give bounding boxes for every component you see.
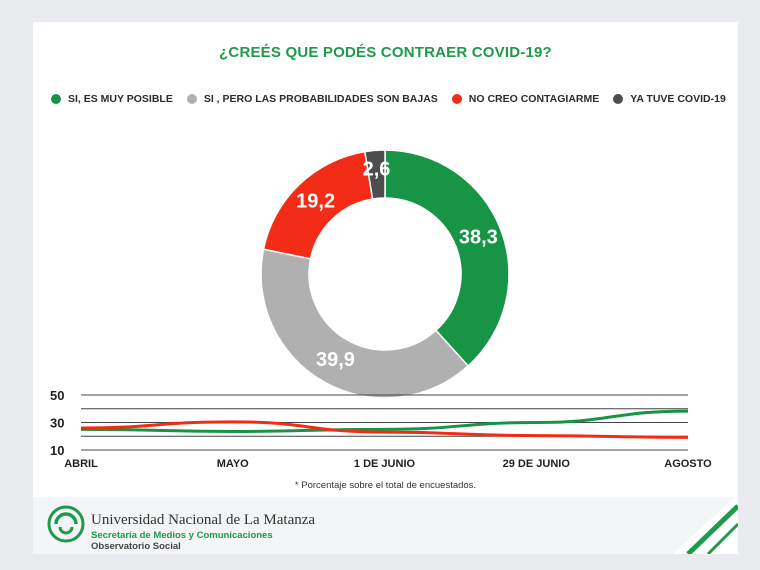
legend-swatch — [613, 94, 624, 104]
x-tick-label: ABRIL — [64, 458, 98, 470]
legend-item-ya-tuve: YA TUVE COVID-19 — [613, 93, 726, 105]
donut-value-label: 19,2 — [296, 190, 335, 212]
donut-slice — [260, 248, 470, 399]
org-subtitle: Secretaría de Medios y Comunicaciones — [91, 530, 273, 541]
chart-title: ¿CREÉS QUE PODÉS CONTRAER COVID-19? — [219, 44, 552, 61]
footnote: * Porcentaje sobre el total de encuestad… — [294, 480, 477, 491]
x-tick-label: 1 DE JUNIO — [354, 458, 416, 470]
legend-label: YA TUVE COVID-19 — [630, 93, 726, 105]
trend-series-line — [80, 409, 689, 433]
donut-value-label: 39,9 — [316, 349, 355, 371]
org-name: Universidad Nacional de La Matanza — [91, 512, 316, 528]
x-tick-label: 29 DE JUNIO — [503, 458, 571, 470]
x-tick-label: MAYO — [217, 458, 249, 470]
legend-item-probabilidades-bajas: SI , PERO LAS PROBABILIDADES SON BAJAS — [186, 93, 438, 105]
university-logo-icon — [47, 505, 85, 543]
donut-chart: 38,3 39,9 19,2 2,6 — [260, 149, 510, 399]
donut-value-label: 2,6 — [363, 159, 391, 181]
footer-band — [33, 497, 738, 554]
legend-item-no-creo: NO CREO CONTAGIARME — [451, 93, 600, 105]
donut-slice — [363, 149, 386, 200]
legend-swatch — [186, 94, 197, 104]
y-tick-label: 10 — [50, 443, 64, 458]
legend-swatch — [451, 94, 462, 104]
legend-label: SI , PERO LAS PROBABILIDADES SON BAJAS — [203, 93, 438, 105]
y-tick-label: 50 — [50, 388, 64, 403]
y-tick-label: 30 — [50, 416, 64, 431]
legend-label: NO CREO CONTAGIARME — [468, 93, 600, 105]
corner-decoration — [673, 494, 738, 554]
x-tick-label: AGOSTO — [664, 458, 712, 470]
legend-swatch — [51, 94, 61, 104]
legend-label: SI, ES MUY POSIBLE — [68, 93, 173, 105]
trend-series-line — [80, 420, 689, 439]
donut-value-label: 38,3 — [459, 226, 498, 248]
infographic-card: ¿CREÉS QUE PODÉS CONTRAER COVID-19? SI, … — [33, 22, 738, 554]
donut-slice — [384, 149, 510, 368]
org-subtitle-2: Observatorio Social — [91, 541, 181, 552]
legend: SI, ES MUY POSIBLE SI , PERO LAS PROBABI… — [51, 93, 738, 105]
legend-item-muy-posible: SI, ES MUY POSIBLE — [51, 93, 173, 105]
